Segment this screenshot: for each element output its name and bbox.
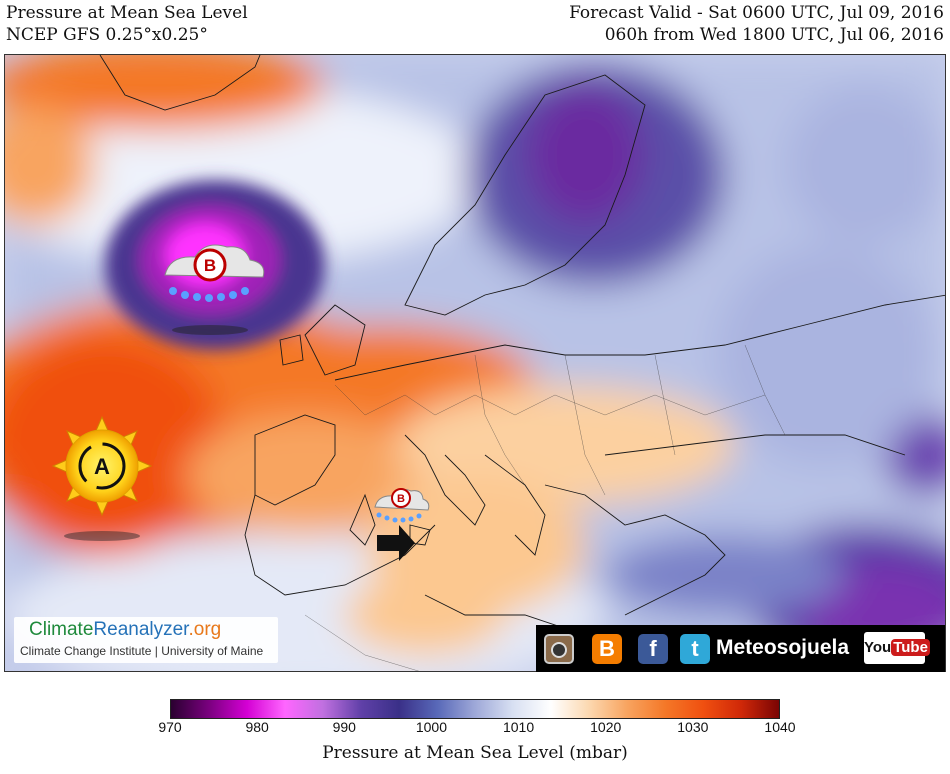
social-name[interactable]: Meteosojuela bbox=[716, 636, 850, 659]
color-scale-tick: 1030 bbox=[677, 719, 709, 735]
color-scale-tick: 1020 bbox=[590, 719, 622, 735]
color-scale-ticks: 970 980 990 1000 1010 1020 1030 1040 bbox=[0, 719, 950, 739]
color-scale-tick: 980 bbox=[245, 719, 269, 735]
youtube-icon[interactable]: You Tube bbox=[864, 632, 930, 664]
instagram-icon[interactable] bbox=[544, 634, 574, 664]
facebook-icon[interactable]: f bbox=[638, 634, 668, 664]
high-ring-icon bbox=[78, 442, 126, 490]
youtube-tube: Tube bbox=[891, 639, 930, 656]
pressure-map[interactable]: B A bbox=[4, 54, 946, 672]
forecast-run: 060h from Wed 1800 UTC, Jul 06, 2016 bbox=[604, 25, 944, 45]
credit-brand-b: Reanalyzer bbox=[93, 619, 189, 640]
low-ring-icon bbox=[193, 248, 227, 282]
color-scale-tick: 1000 bbox=[415, 719, 447, 735]
color-scale-bar bbox=[170, 699, 780, 719]
color-scale-tick: 970 bbox=[158, 719, 182, 735]
color-scale-label: Pressure at Mean Sea Level (mbar) bbox=[322, 743, 628, 763]
map-title: Pressure at Mean Sea Level bbox=[6, 3, 248, 23]
credit-subtitle: Climate Change Institute | University of… bbox=[20, 644, 264, 658]
blogger-icon[interactable]: B bbox=[592, 634, 622, 664]
small-low-symbol: B bbox=[374, 488, 430, 561]
pressure-field bbox=[5, 55, 945, 671]
map-canvas: B A bbox=[5, 55, 945, 671]
header-right: Forecast Valid - Sat 0600 UTC, Jul 09, 2… bbox=[569, 2, 944, 46]
youtube-you: You bbox=[864, 639, 892, 656]
header-left: Pressure at Mean Sea Level NCEP GFS 0.25… bbox=[6, 2, 248, 46]
credit-brand[interactable]: ClimateReanalyzer.org bbox=[29, 619, 221, 641]
small-rain-icon bbox=[376, 512, 422, 523]
color-scale-tick: 990 bbox=[332, 719, 356, 735]
twitter-icon[interactable]: t bbox=[680, 634, 710, 664]
high-letter: A bbox=[94, 454, 110, 479]
color-scale-tick: 1010 bbox=[502, 719, 535, 735]
forecast-valid: Forecast Valid - Sat 0600 UTC, Jul 09, 2… bbox=[569, 3, 944, 23]
color-scale-tick: 1040 bbox=[764, 719, 796, 735]
credit-box bbox=[14, 617, 278, 663]
high-pressure-symbol: A bbox=[51, 415, 153, 541]
arrow-icon bbox=[377, 525, 415, 561]
small-low-letter: B bbox=[397, 493, 405, 505]
low-letter: B bbox=[204, 256, 216, 275]
credit-brand-a: Climate bbox=[29, 619, 94, 640]
credit-brand-c: .org bbox=[188, 619, 222, 640]
model-label: NCEP GFS 0.25°x0.25° bbox=[6, 25, 208, 45]
low-pressure-symbol: B bbox=[164, 244, 265, 335]
rain-drops-icon bbox=[169, 287, 249, 302]
borders bbox=[304, 344, 786, 671]
